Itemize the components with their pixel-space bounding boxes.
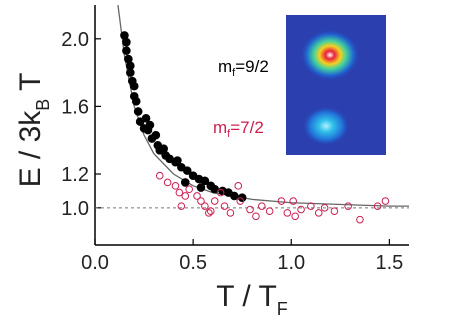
legend-label-part: =9/2 bbox=[235, 57, 269, 76]
y-tick-label: 2.0 bbox=[61, 29, 89, 51]
point bbox=[289, 197, 298, 205]
y-axis-label-part: B bbox=[33, 99, 53, 111]
point bbox=[175, 188, 184, 197]
point bbox=[291, 212, 299, 221]
point bbox=[180, 178, 190, 187]
inset-image bbox=[286, 15, 386, 155]
point bbox=[173, 156, 182, 165]
point bbox=[129, 81, 139, 91]
point bbox=[205, 209, 213, 217]
legend-label-part: m bbox=[218, 57, 232, 76]
point bbox=[381, 197, 390, 205]
x-tick-label: 0.0 bbox=[81, 252, 109, 274]
point bbox=[155, 171, 164, 180]
plot-area bbox=[117, 5, 409, 224]
point bbox=[196, 183, 206, 192]
cloud-7-2 bbox=[302, 106, 350, 146]
point bbox=[330, 207, 339, 215]
point bbox=[277, 197, 286, 205]
point bbox=[193, 192, 201, 200]
legend-label-part: f bbox=[232, 67, 236, 79]
point bbox=[237, 193, 247, 202]
point bbox=[230, 191, 239, 201]
point bbox=[200, 176, 210, 186]
point bbox=[131, 97, 141, 106]
y-axis-label: E / 3kB T bbox=[14, 73, 53, 188]
y-tick-label: 1.6 bbox=[61, 96, 89, 118]
point bbox=[210, 184, 220, 194]
point bbox=[182, 166, 192, 175]
x-axis-label-part: F bbox=[277, 299, 288, 319]
point bbox=[210, 197, 219, 205]
point bbox=[252, 212, 260, 221]
point bbox=[320, 204, 329, 212]
point bbox=[216, 188, 225, 197]
point bbox=[206, 207, 215, 215]
point bbox=[151, 130, 161, 140]
legend-label-part: m bbox=[213, 118, 227, 137]
point bbox=[226, 209, 235, 217]
point bbox=[171, 182, 180, 190]
point bbox=[145, 120, 155, 130]
y-axis-label-part: T bbox=[14, 73, 47, 99]
point bbox=[314, 209, 323, 217]
point bbox=[126, 68, 135, 77]
x-axis-label: T / TF bbox=[216, 280, 288, 319]
point bbox=[234, 182, 243, 190]
point bbox=[236, 197, 245, 205]
point bbox=[181, 192, 190, 200]
legend-label: mf=9/2 bbox=[218, 57, 269, 79]
point bbox=[122, 37, 131, 47]
point bbox=[307, 202, 315, 210]
point bbox=[246, 205, 254, 214]
point bbox=[163, 178, 172, 187]
point bbox=[197, 197, 205, 205]
point bbox=[297, 205, 305, 214]
y-tick-label: 1.0 bbox=[61, 198, 89, 220]
point bbox=[133, 107, 143, 116]
cloud-9-2 bbox=[300, 29, 360, 81]
point bbox=[122, 46, 131, 55]
point bbox=[220, 202, 229, 210]
point bbox=[283, 209, 292, 217]
point bbox=[141, 113, 151, 123]
point bbox=[185, 185, 193, 194]
legend-label: mf=7/2 bbox=[213, 118, 264, 140]
x-tick-label: 1.5 bbox=[375, 252, 403, 274]
point bbox=[344, 202, 352, 210]
point bbox=[373, 202, 382, 210]
point bbox=[265, 207, 274, 215]
point bbox=[201, 202, 209, 210]
x-tick-label: 0.5 bbox=[179, 252, 207, 274]
point bbox=[258, 202, 266, 210]
point bbox=[356, 215, 364, 224]
y-axis-label-part: E / 3k bbox=[14, 110, 47, 188]
legend-label-part: f bbox=[227, 128, 231, 140]
point bbox=[177, 202, 186, 210]
x-axis-label-part: T / T bbox=[216, 280, 277, 313]
x-tick-label: 1.0 bbox=[277, 252, 305, 274]
y-tick-label: 1.2 bbox=[61, 164, 89, 186]
legend-label-part: =7/2 bbox=[230, 118, 264, 137]
